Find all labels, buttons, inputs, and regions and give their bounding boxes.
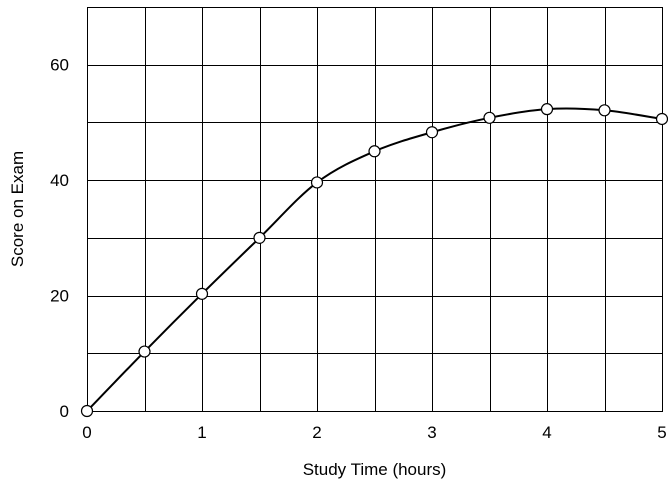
plot-frame [87, 7, 663, 412]
data-point [310, 176, 324, 189]
x-tick-label: 5 [657, 423, 666, 442]
y-tick-label: 40 [50, 171, 69, 190]
data-point [655, 112, 668, 126]
grid [87, 7, 662, 411]
x-tick-label: 0 [82, 423, 91, 442]
x-axis-label: Study Time (hours) [303, 460, 447, 479]
series-line [86, 107, 663, 412]
data-point [540, 103, 554, 116]
data-points [80, 103, 668, 418]
data-point [483, 111, 496, 124]
x-tick-label: 4 [542, 423, 551, 442]
x-tick-label: 3 [427, 423, 436, 442]
data-point [80, 404, 94, 418]
y-axis-label: Score on Exam [8, 151, 27, 267]
data-point [253, 231, 266, 244]
y-tick-label: 0 [60, 402, 69, 421]
y-tick-label: 60 [50, 56, 69, 75]
x-tick-label: 1 [197, 423, 206, 442]
tick-labels: 0 1 2 3 4 5 0 20 40 60 [50, 56, 667, 442]
data-point [425, 126, 439, 139]
data-point [195, 287, 209, 300]
data-point [368, 145, 381, 158]
data-point [598, 104, 611, 117]
data-point [138, 345, 151, 358]
x-tick-label: 2 [312, 423, 321, 442]
y-tick-label: 20 [50, 287, 69, 306]
